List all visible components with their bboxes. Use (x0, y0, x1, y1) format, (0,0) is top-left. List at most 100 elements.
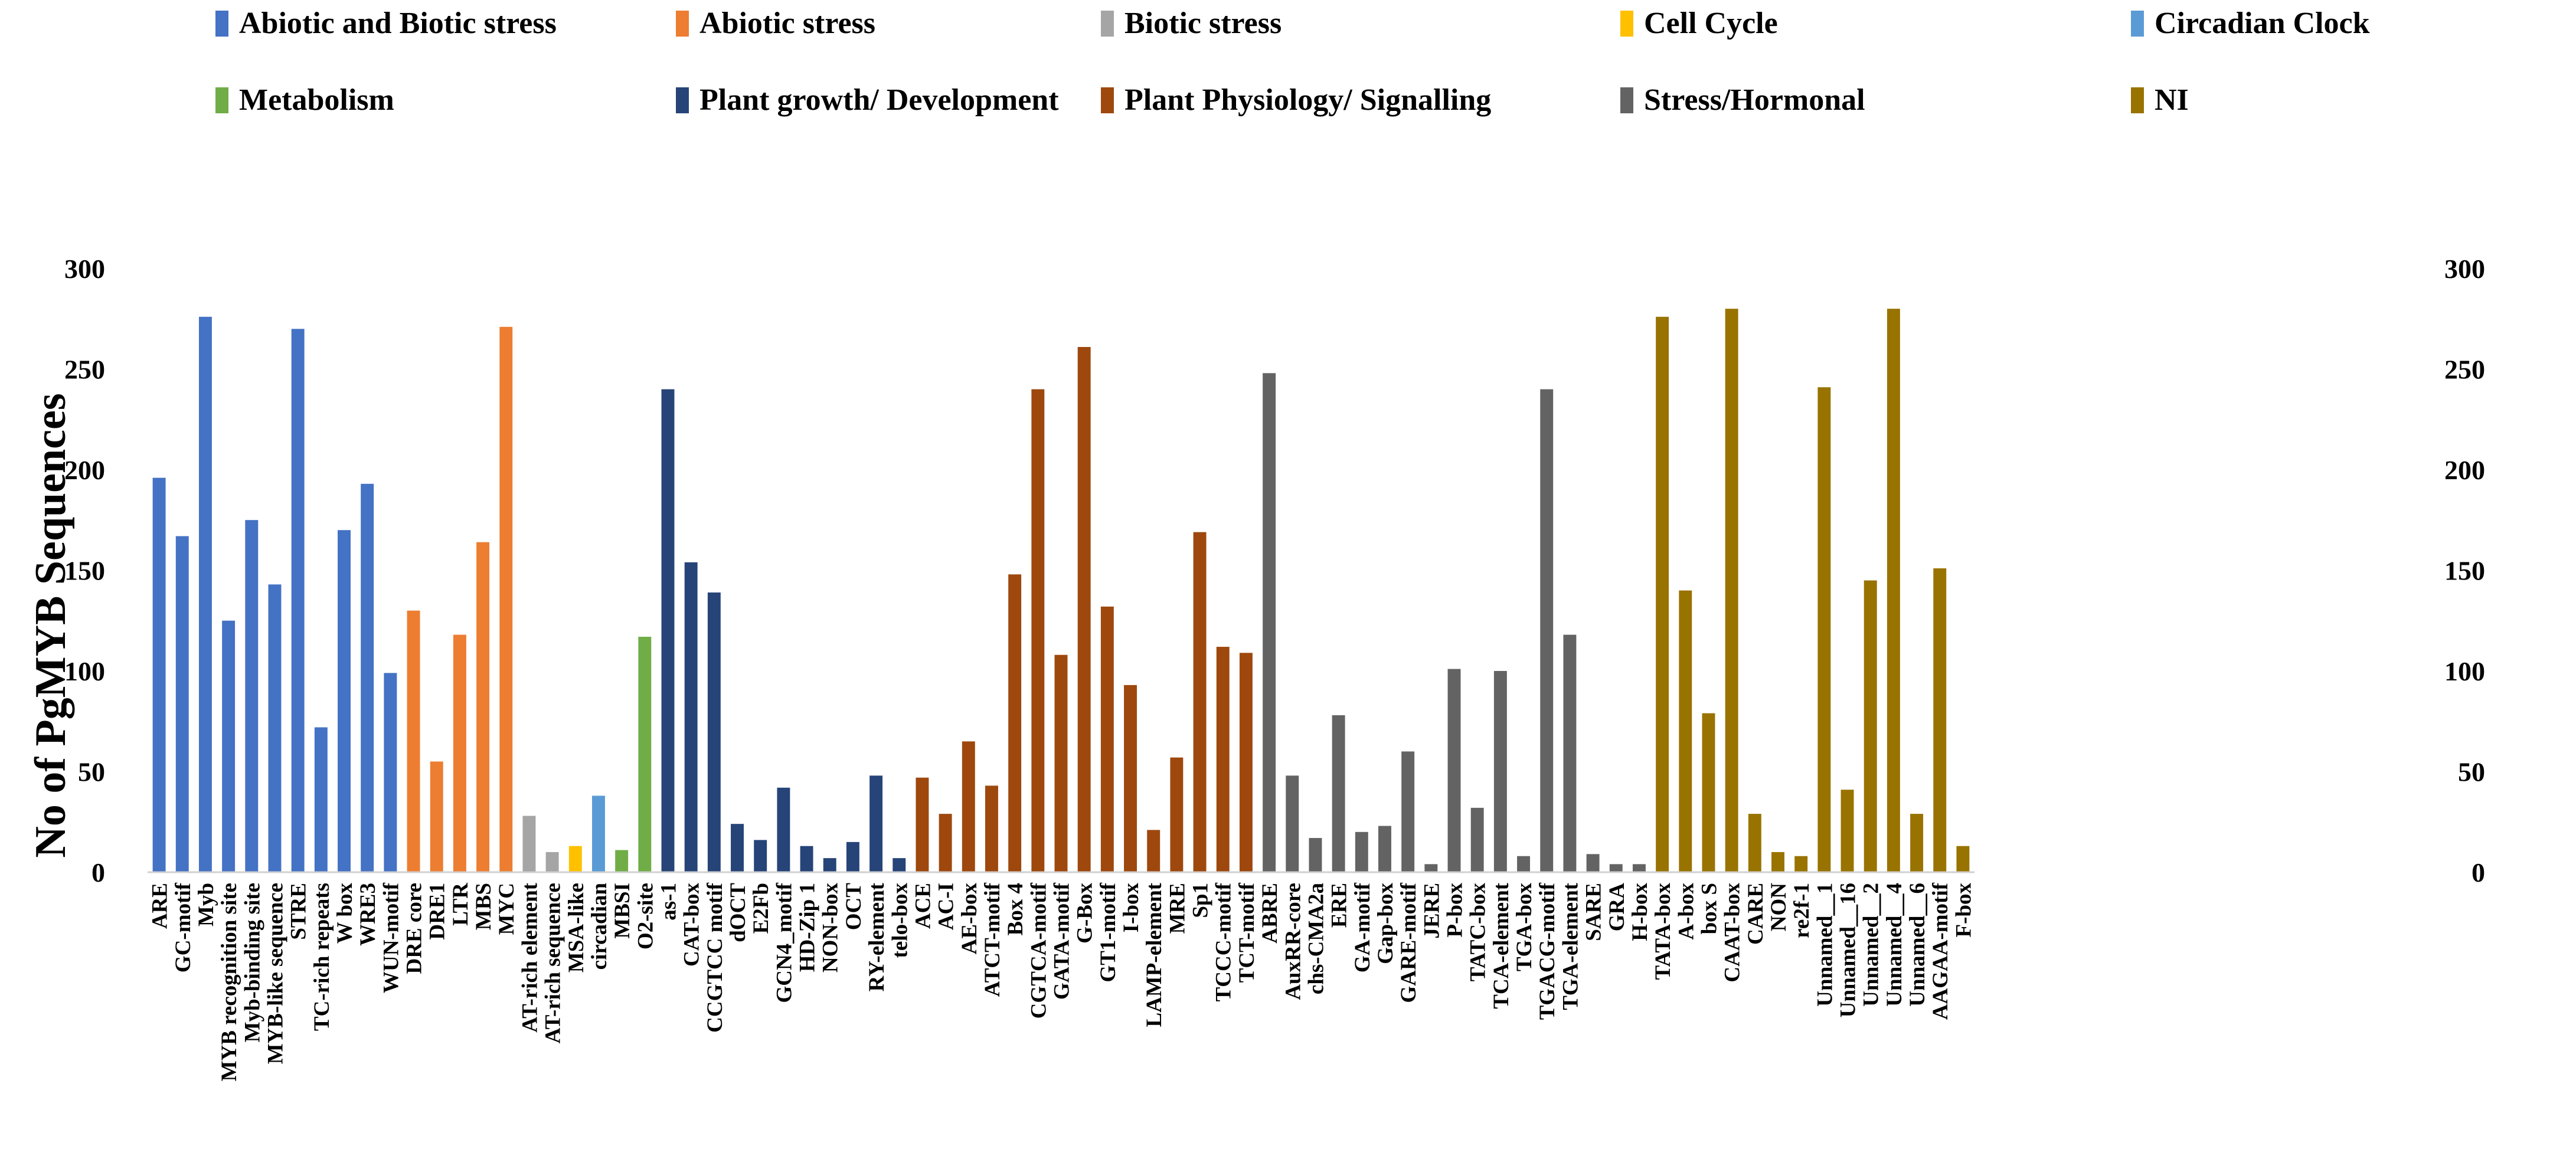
bar-gc-motif (175, 536, 189, 872)
bar-a-box (1679, 590, 1692, 872)
x-tick-mre: MRE (1165, 883, 1189, 934)
bar-tga-box (1517, 856, 1531, 872)
bar-at-rich-element (522, 816, 536, 872)
bar-telo-box (893, 858, 906, 872)
x-tick-tccc-motif: TCCC-motif (1212, 882, 1236, 1001)
bar-myb-binding-site (245, 520, 259, 872)
x-tick-e2fb: E2Fb (749, 883, 773, 934)
x-tick-tca-element: TCA-element (1489, 882, 1513, 1009)
x-tick-non-box: NON-box (819, 883, 843, 973)
bar-oct (846, 842, 859, 872)
bar-mbsi (615, 850, 629, 872)
x-tick-telo-box: telo-box (888, 883, 912, 958)
legend-swatch (1101, 11, 1114, 37)
x-tick-dre-core: DRE core (403, 883, 427, 974)
legend-item-metabolism: Metabolism (215, 83, 394, 117)
bar-unnamed-1 (1817, 387, 1831, 872)
bar-dre1 (430, 761, 443, 872)
legend-swatch (1620, 87, 1633, 113)
y-axis-left: 0 50 100 150 200 250 300 (64, 254, 105, 888)
x-tick-gra: GRA (1605, 883, 1629, 932)
bar-gra (1609, 864, 1623, 872)
x-tick-tgacg-motif: TGACG-motif (1535, 882, 1560, 1020)
bar-ae-box (962, 741, 975, 872)
legend-swatch (215, 11, 228, 37)
x-tick-oct: OCT (842, 883, 866, 931)
legend-item-plant-physiology-signalling: Plant Physiology/ Signalling (1101, 83, 1491, 117)
x-tick-tc-rich-repeats: TC-rich repeats (310, 883, 334, 1031)
legend-label: Metabolism (239, 83, 394, 117)
legend-label: Abiotic stress (699, 6, 875, 40)
bar-myc (499, 326, 513, 872)
chart-legend: Abiotic and Biotic stress Abiotic stress B… (215, 6, 2370, 117)
x-tick-auxrr-core: AuxRR-core (1281, 883, 1305, 1000)
x-tick-tga-element: TGA-element (1558, 882, 1583, 1010)
x-tick-ccgtcc-motif: CCGTCC motif (703, 882, 727, 1033)
bar-tgacg-motif (1540, 389, 1554, 872)
x-tick-tga-box: TGA-box (1512, 883, 1537, 972)
y-tick-left-300: 300 (64, 254, 105, 284)
x-tick-h-box: H-box (1628, 883, 1652, 941)
bar-g-box (1077, 346, 1091, 872)
legend-item-ni: NI (2131, 83, 2189, 117)
y-tick-right-100: 100 (2444, 656, 2485, 686)
x-tick-are: ARE (148, 883, 172, 929)
x-tick-sp1: Sp1 (1189, 883, 1213, 918)
x-tick-ac-i: AC-I (934, 883, 959, 930)
bar-tc-rich-repeats (314, 727, 328, 872)
legend-label: Biotic stress (1124, 6, 1282, 40)
legend-item-circadian-clock: Circadian Clock (2131, 6, 2370, 40)
bar-tata-box (1656, 316, 1669, 872)
x-tick-ere: ERE (1328, 883, 1352, 928)
x-tick-tct-motif: TCT-motif (1235, 882, 1259, 983)
bar-hd-zip-1 (800, 846, 813, 872)
bar-p-box (1447, 669, 1461, 872)
bar-mre (1170, 757, 1184, 872)
legend-swatch (2131, 11, 2144, 37)
x-tick-myb-recognition-site: MYB recognition site (217, 883, 241, 1081)
x-tick-a-box: A-box (1674, 883, 1698, 940)
bar-box-4 (1008, 574, 1022, 872)
bar-tatc-box (1470, 807, 1484, 872)
bar-i-box (1124, 685, 1137, 872)
y-tick-right-50: 50 (2458, 757, 2485, 787)
legend-item-stress-hormonal: Stress/Hormonal (1620, 83, 1865, 117)
y-tick-left-150: 150 (64, 556, 105, 586)
bar-ace (916, 777, 929, 872)
legend-label: Cell Cycle (1644, 6, 1778, 40)
x-tick-gc-motif: GC-motif (171, 882, 195, 973)
x-tick-box-4: Box 4 (1003, 883, 1028, 935)
x-tick-i-box: I-box (1119, 883, 1143, 933)
x-tick-ga-motif: GA-motif (1351, 882, 1375, 973)
x-tick-re2f-1: re2f-1 (1790, 883, 1814, 938)
x-tick-unnamed-2: Unnamed__2 (1859, 883, 1884, 1007)
legend-label: Plant Physiology/ Signalling (1124, 83, 1491, 117)
bar-o2-site (638, 637, 652, 872)
bar-non (1771, 852, 1784, 872)
x-tick-dre1: DRE1 (426, 883, 450, 940)
legend-swatch (1620, 11, 1633, 37)
bar-w-box (338, 530, 351, 872)
legend-item-cell-cycle: Cell Cycle (1620, 6, 1778, 40)
x-tick-lamp-element: LAMP-element (1142, 882, 1166, 1027)
x-tick-jere: JERE (1420, 883, 1444, 939)
y-tick-left-100: 100 (64, 656, 105, 686)
bar-gcn4-motif (777, 787, 790, 872)
x-tick-msa-like: MSA-like (564, 883, 589, 973)
x-tick-myb-binding-site: Myb-binding site (240, 883, 264, 1042)
legend-item-abiotic-and-biotic-stress: Abiotic and Biotic stress (215, 6, 557, 40)
x-tick-g-box: G-Box (1073, 883, 1097, 944)
x-tick-mbs: MBS (472, 883, 496, 930)
bar-at-rich-sequence (545, 852, 559, 872)
legend-swatch (215, 87, 228, 113)
bar-sp1 (1193, 532, 1207, 872)
bar-e2fb (754, 840, 767, 872)
x-tick-care: CARE (1744, 883, 1768, 945)
legend-swatch (676, 87, 689, 113)
legend-label: Plant growth/ Development (699, 83, 1059, 117)
bar-gata-motif (1054, 654, 1068, 872)
bar-re2f-1 (1794, 856, 1808, 872)
bar-ac-i (939, 814, 952, 872)
